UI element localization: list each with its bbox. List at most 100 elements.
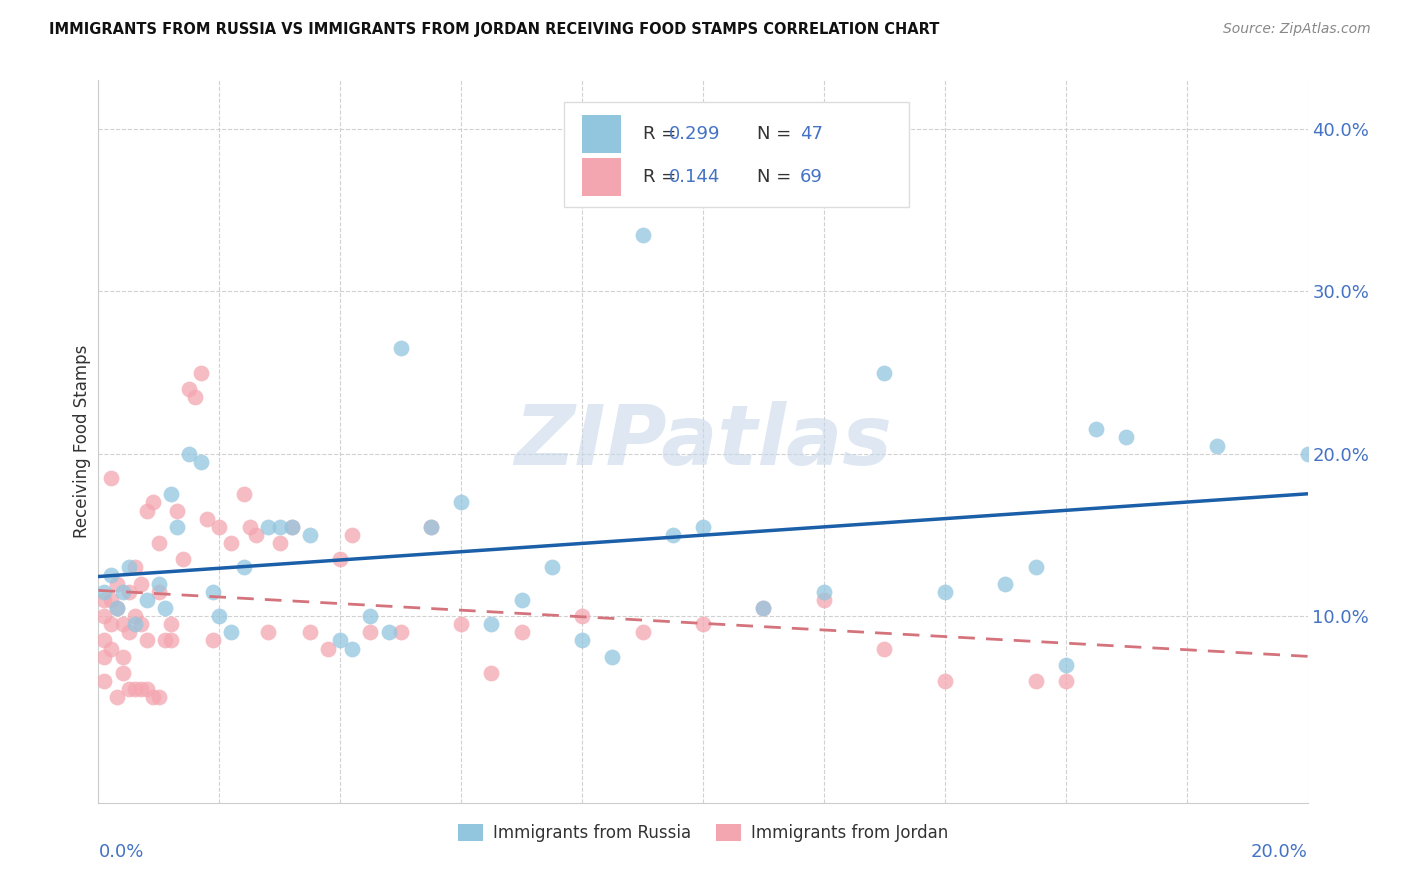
Point bbox=[93, 609, 115, 624]
Point bbox=[1115, 430, 1137, 444]
Point bbox=[232, 560, 254, 574]
Point bbox=[124, 617, 146, 632]
Point bbox=[1085, 422, 1108, 436]
Text: R =: R = bbox=[643, 168, 682, 186]
Text: IMMIGRANTS FROM RUSSIA VS IMMIGRANTS FROM JORDAN RECEIVING FOOD STAMPS CORRELATI: IMMIGRANTS FROM RUSSIA VS IMMIGRANTS FRO… bbox=[49, 22, 939, 37]
Point bbox=[389, 625, 412, 640]
Y-axis label: Receiving Food Stamps: Receiving Food Stamps bbox=[73, 345, 91, 538]
Point bbox=[377, 625, 399, 640]
Point bbox=[571, 609, 593, 624]
Point bbox=[342, 641, 364, 656]
Point bbox=[160, 487, 183, 501]
Point bbox=[510, 625, 533, 640]
Point bbox=[93, 673, 115, 688]
Point bbox=[153, 601, 176, 615]
Point bbox=[450, 495, 472, 509]
Point bbox=[481, 617, 503, 632]
Point bbox=[1296, 447, 1319, 461]
Point bbox=[450, 617, 472, 632]
Point bbox=[135, 592, 157, 607]
Point bbox=[118, 560, 141, 574]
Point bbox=[510, 592, 533, 607]
Point bbox=[208, 609, 231, 624]
Point bbox=[190, 455, 212, 469]
Point bbox=[316, 641, 339, 656]
Point bbox=[129, 617, 152, 632]
Text: 47: 47 bbox=[800, 125, 823, 143]
Point bbox=[342, 528, 364, 542]
Point bbox=[481, 665, 503, 680]
Point bbox=[631, 625, 654, 640]
Point bbox=[148, 576, 170, 591]
Point bbox=[602, 649, 624, 664]
Point bbox=[281, 520, 304, 534]
Point bbox=[166, 520, 188, 534]
Point bbox=[221, 625, 243, 640]
Text: 0.299: 0.299 bbox=[669, 125, 721, 143]
Point bbox=[389, 341, 412, 355]
Point bbox=[135, 503, 157, 517]
Point bbox=[172, 552, 194, 566]
Point bbox=[360, 625, 382, 640]
Point bbox=[118, 584, 141, 599]
Point bbox=[752, 601, 775, 615]
Point bbox=[239, 520, 262, 534]
Point bbox=[934, 584, 956, 599]
Point bbox=[124, 682, 146, 697]
Point bbox=[420, 520, 443, 534]
Point bbox=[360, 609, 382, 624]
Text: 0.144: 0.144 bbox=[669, 168, 720, 186]
Point bbox=[195, 511, 218, 525]
Point bbox=[179, 382, 201, 396]
Point bbox=[111, 649, 134, 664]
Point bbox=[124, 609, 146, 624]
Point bbox=[934, 673, 956, 688]
Point bbox=[124, 560, 146, 574]
Text: 20.0%: 20.0% bbox=[1251, 843, 1308, 861]
Point bbox=[100, 592, 122, 607]
Point bbox=[148, 536, 170, 550]
Text: N =: N = bbox=[758, 125, 797, 143]
Point bbox=[148, 584, 170, 599]
Point bbox=[166, 503, 188, 517]
Point bbox=[221, 536, 243, 550]
Text: 69: 69 bbox=[800, 168, 823, 186]
FancyBboxPatch shape bbox=[582, 158, 621, 196]
Point bbox=[190, 366, 212, 380]
Point bbox=[329, 633, 352, 648]
Text: ZIPatlas: ZIPatlas bbox=[515, 401, 891, 482]
Legend: Immigrants from Russia, Immigrants from Jordan: Immigrants from Russia, Immigrants from … bbox=[451, 817, 955, 848]
Point bbox=[1054, 673, 1077, 688]
Point bbox=[813, 584, 835, 599]
Point bbox=[135, 682, 157, 697]
Point bbox=[202, 633, 225, 648]
Point bbox=[93, 584, 115, 599]
Point bbox=[100, 568, 122, 582]
Point bbox=[129, 576, 152, 591]
Point bbox=[142, 690, 165, 705]
Point bbox=[202, 584, 225, 599]
Point bbox=[105, 601, 128, 615]
Point bbox=[752, 601, 775, 615]
Point bbox=[111, 665, 134, 680]
Point bbox=[148, 690, 170, 705]
Point bbox=[994, 576, 1017, 591]
Point bbox=[105, 690, 128, 705]
Point bbox=[1024, 560, 1046, 574]
Point bbox=[100, 471, 122, 485]
Point bbox=[118, 682, 141, 697]
Point bbox=[420, 520, 443, 534]
Point bbox=[281, 520, 304, 534]
Text: 0.0%: 0.0% bbox=[98, 843, 143, 861]
Point bbox=[873, 641, 896, 656]
Point bbox=[245, 528, 267, 542]
Point bbox=[329, 552, 352, 566]
Point bbox=[100, 641, 122, 656]
Text: N =: N = bbox=[758, 168, 797, 186]
Point bbox=[692, 520, 714, 534]
Point bbox=[256, 520, 278, 534]
Point bbox=[571, 633, 593, 648]
Point bbox=[269, 520, 291, 534]
Point bbox=[299, 625, 322, 640]
Point bbox=[105, 601, 128, 615]
